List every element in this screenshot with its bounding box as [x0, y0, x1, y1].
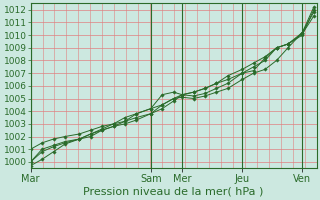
- X-axis label: Pression niveau de la mer( hPa ): Pression niveau de la mer( hPa ): [84, 187, 264, 197]
